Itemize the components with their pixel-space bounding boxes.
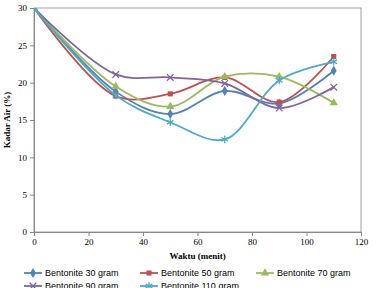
y-tick-label: 0 [23,227,28,237]
y-axis-line [30,9,35,233]
series-line [34,8,334,140]
legend-item: Bentonite 30 gram [24,268,119,278]
series-marker [34,8,37,12]
legend-label: Bentonite 70 gram [277,268,351,278]
x-tick-label: 120 [355,237,369,247]
legend-marker [30,283,37,288]
chart: 0 20 40 60 80 100 120 0 5 10 15 20 25 30 Waktu (menit)… [0,0,377,288]
y-tick-mark [30,195,34,196]
y-tick-label: 20 [18,78,28,88]
legend: Bentonite 30 gram Bentonite 50 gram Benton… [24,268,351,288]
x-tick: 100 [300,232,314,247]
series-marker [331,66,337,76]
legend-label: Bentonite 30 gram [45,268,119,278]
series-marker [166,102,174,109]
series-marker [167,109,173,119]
x-tick-mark [252,232,253,236]
y-tick-label: 30 [18,3,28,13]
plot-frame [34,8,361,232]
y-tick: 20 [18,78,34,88]
legend-item: Bentonite 110 gram [140,281,239,288]
y-tick: 30 [18,3,34,13]
x-tick-label: 20 [85,237,95,247]
series-marker [112,92,119,100]
series-marker [277,100,282,105]
y-tick: 10 [18,153,34,163]
series-line [34,8,334,107]
series-marker [168,91,173,96]
x-tick-mark [361,232,362,236]
legend-marker [146,282,153,288]
x-tick-mark [198,232,199,236]
y-tick-mark [30,8,34,9]
series-marker [167,74,174,81]
legend-item: Bentonite 70 gram [256,268,351,278]
y-tick: 0 [23,227,35,237]
series-marker [221,80,228,87]
x-tick: 20 [85,232,95,247]
y-tick-mark [30,45,34,46]
x-tick: 0 [32,232,37,247]
series-marker [167,118,174,126]
x-axis: 0 20 40 60 80 100 120 [32,232,369,247]
y-tick-mark [30,157,34,158]
legend-label: Bentonite 50 gram [161,268,235,278]
legend-marker [261,268,269,275]
y-tick-label: 5 [23,190,28,200]
series-marker [330,84,337,91]
y-tick-label: 15 [18,115,28,125]
x-tick-label: 100 [300,237,314,247]
x-tick-mark [143,232,144,236]
x-tick: 60 [194,232,204,247]
series-marker [221,72,229,79]
x-tick-label: 80 [248,237,258,247]
series-marker [330,98,338,105]
x-tick-label: 0 [32,237,37,247]
y-tick: 15 [18,115,34,125]
series-marker [112,82,120,89]
series-marker [221,136,228,144]
series-marker [276,77,283,85]
x-tick: 120 [355,232,369,247]
legend-label: Bentonite 110 gram [161,281,239,288]
y-tick: 25 [18,41,34,51]
x-tick-mark [307,232,308,236]
y-tick-mark [30,232,34,233]
series-marker [276,105,283,112]
legend-item: Bentonite 50 gram [140,268,235,278]
legend-item: Bentonite 90 gram [24,281,119,288]
y-tick-mark [30,83,34,84]
series-line [34,8,334,108]
x-tick: 80 [248,232,258,247]
y-axis-title: Kadar Air (%) [2,92,12,149]
x-tick-label: 60 [194,237,204,247]
y-axis: 0 5 10 15 20 25 30 [18,3,35,237]
y-tick-label: 25 [18,41,28,51]
plot-area [34,8,338,143]
x-tick-label: 40 [139,237,149,247]
series-marker [222,86,228,96]
series-marker [112,71,119,78]
legend-marker [30,268,36,278]
y-tick: 5 [23,190,35,200]
legend-label: Bentonite 90 gram [45,281,119,288]
x-axis-line [35,233,362,237]
x-tick: 40 [139,232,149,247]
x-axis-title: Waktu (menit) [169,251,225,261]
series-marker [330,58,337,66]
legend-marker [146,270,151,275]
x-tick-mark [89,232,90,236]
y-tick-label: 10 [18,153,28,163]
y-tick-mark [30,120,34,121]
